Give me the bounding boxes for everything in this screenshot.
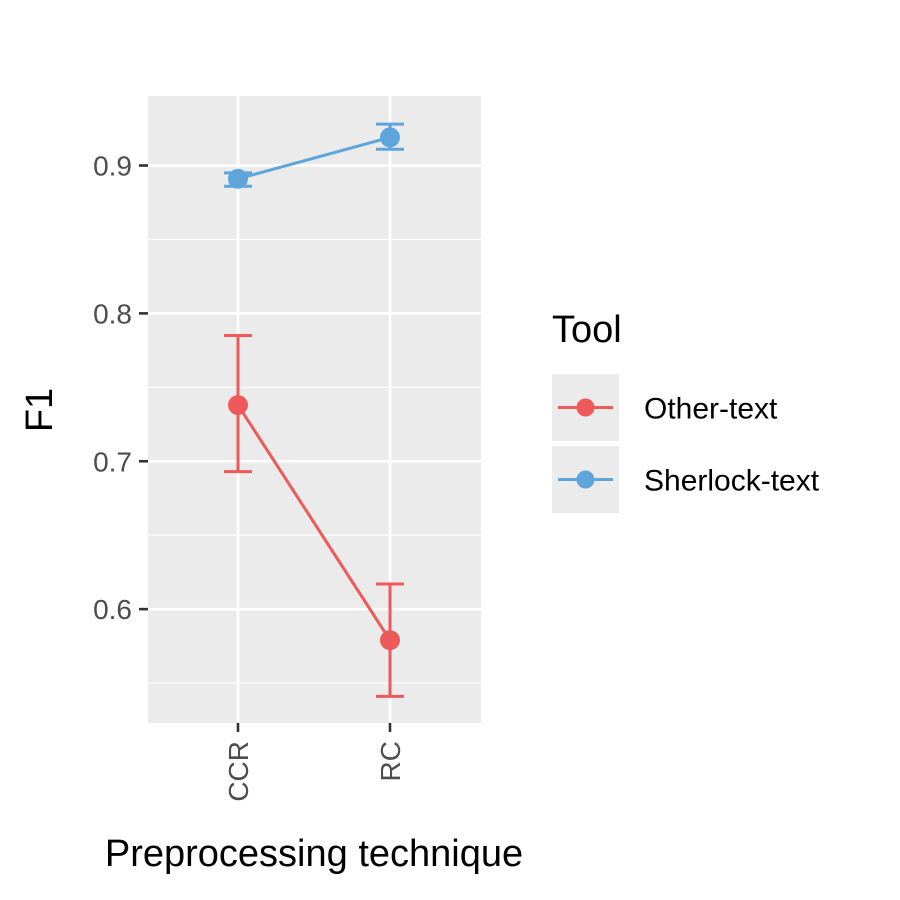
legend-key-point: [576, 398, 595, 417]
data-point: [228, 395, 248, 416]
series-other-text: [224, 334, 404, 698]
legend-item-other-text: Other-text: [552, 374, 778, 441]
y-tick-label: 0.9: [93, 151, 132, 182]
x-axis-title: Preprocessing technique: [105, 833, 523, 875]
grid-minor: [148, 238, 481, 684]
legend-items: Other-text Sherlock-text: [552, 374, 820, 513]
panel-background: [148, 96, 481, 723]
legend-title: Tool: [552, 309, 622, 351]
legend-label: Sherlock-text: [644, 465, 820, 498]
x-tick-label: CCR: [223, 741, 254, 802]
legend-key-point: [576, 470, 595, 489]
data-point: [380, 127, 400, 148]
legend: Tool Other-text Sherlock-text: [552, 309, 820, 513]
x-tick-label: RC: [375, 741, 406, 781]
y-tick-label: 0.6: [93, 594, 132, 625]
legend-item-sherlock-text: Sherlock-text: [552, 446, 820, 513]
series-line: [236, 404, 392, 642]
series-layer: [224, 122, 404, 698]
y-axis-title: F1: [19, 388, 61, 432]
y-tick-label: 0.7: [93, 446, 132, 477]
x-axis: CCR RC: [223, 723, 406, 802]
series-line: [237, 135, 391, 181]
y-axis: 0.6 0.7 0.8 0.9: [93, 151, 148, 625]
y-tick-label: 0.8: [93, 298, 132, 329]
legend-label: Other-text: [644, 393, 778, 426]
data-point: [380, 630, 400, 651]
series-sherlock-text: [224, 122, 404, 189]
data-point: [228, 168, 248, 189]
